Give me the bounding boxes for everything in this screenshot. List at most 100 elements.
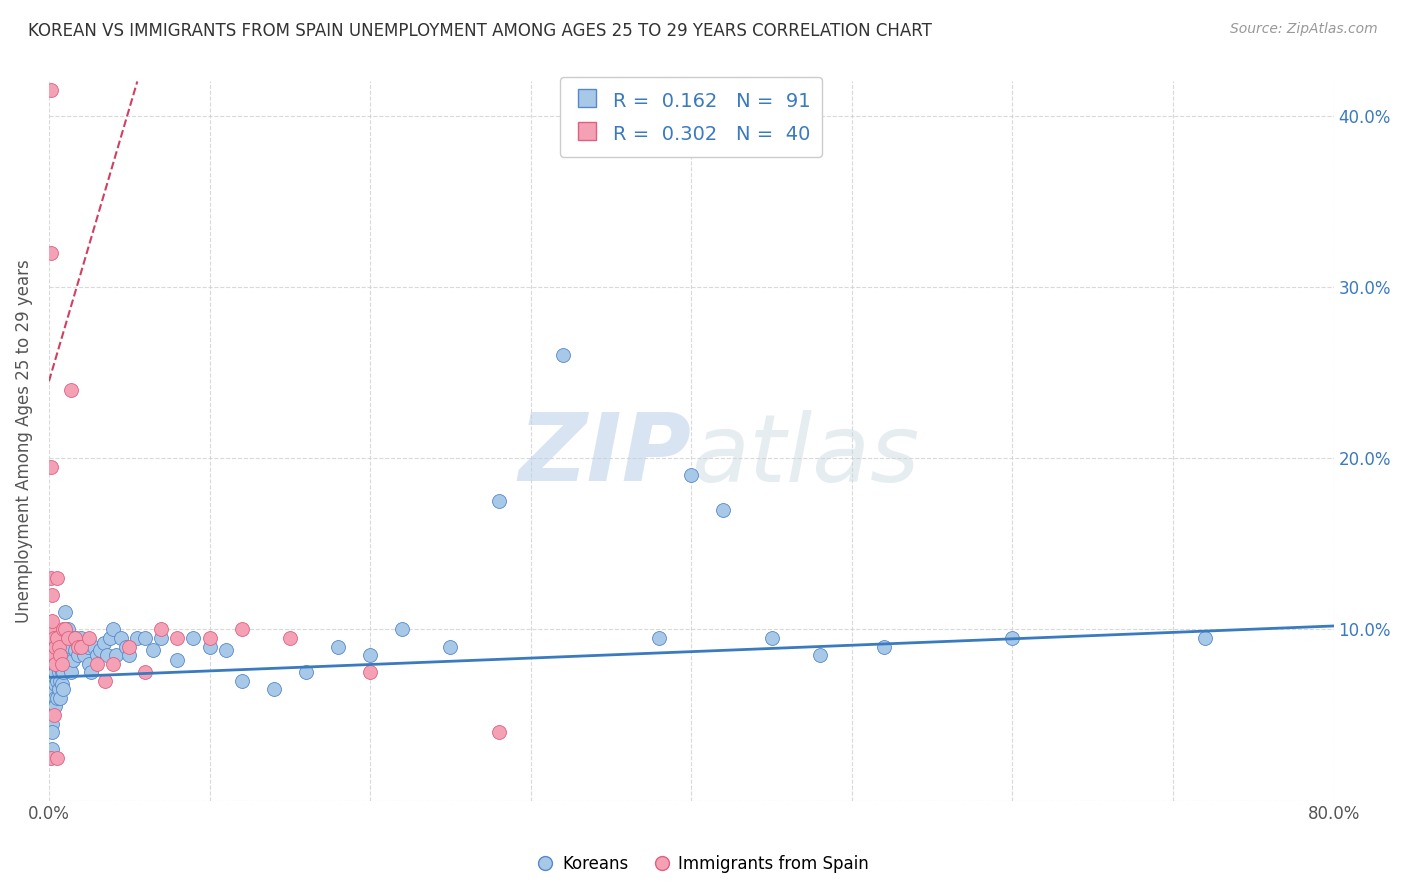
Immigrants from Spain xyxy=(42,648,65,662)
Immigrants from Spain xyxy=(53,623,76,637)
Koreans xyxy=(41,682,63,697)
Koreans xyxy=(42,673,65,688)
Koreans xyxy=(52,631,75,645)
Koreans xyxy=(648,631,671,645)
Immigrants from Spain xyxy=(46,751,69,765)
Immigrants from Spain xyxy=(39,459,62,474)
Koreans xyxy=(98,631,121,645)
Koreans xyxy=(42,657,65,671)
Koreans xyxy=(873,640,896,654)
Immigrants from Spain xyxy=(63,631,86,645)
Koreans xyxy=(49,640,72,654)
Immigrants from Spain xyxy=(488,725,510,739)
Text: atlas: atlas xyxy=(692,410,920,501)
Koreans xyxy=(488,494,510,508)
Koreans xyxy=(48,682,70,697)
Koreans xyxy=(44,690,66,705)
Koreans xyxy=(51,648,73,662)
Koreans xyxy=(58,623,80,637)
Koreans xyxy=(58,648,80,662)
Koreans xyxy=(49,690,72,705)
Koreans xyxy=(55,631,77,645)
Koreans xyxy=(127,631,149,645)
Immigrants from Spain xyxy=(77,631,100,645)
Koreans xyxy=(51,677,73,691)
Koreans xyxy=(62,631,84,645)
Koreans xyxy=(44,699,66,714)
Immigrants from Spain xyxy=(118,640,141,654)
Immigrants from Spain xyxy=(41,614,63,628)
Immigrants from Spain xyxy=(94,673,117,688)
Immigrants from Spain xyxy=(39,623,62,637)
Koreans xyxy=(118,648,141,662)
Koreans xyxy=(115,640,138,654)
Koreans xyxy=(96,648,118,662)
Koreans xyxy=(93,636,115,650)
Koreans xyxy=(70,631,93,645)
Koreans xyxy=(808,648,831,662)
Immigrants from Spain xyxy=(46,571,69,585)
Koreans xyxy=(44,665,66,680)
Koreans xyxy=(62,653,84,667)
Immigrants from Spain xyxy=(46,631,69,645)
Koreans xyxy=(231,673,253,688)
Immigrants from Spain xyxy=(86,657,108,671)
Koreans xyxy=(53,657,76,671)
Koreans xyxy=(69,640,91,654)
Koreans xyxy=(713,502,735,516)
Immigrants from Spain xyxy=(150,623,173,637)
Koreans xyxy=(48,631,70,645)
Koreans xyxy=(150,631,173,645)
Koreans xyxy=(41,716,63,731)
Immigrants from Spain xyxy=(39,751,62,765)
Koreans xyxy=(214,643,236,657)
Koreans xyxy=(439,640,461,654)
Koreans xyxy=(359,648,381,662)
Immigrants from Spain xyxy=(134,665,156,680)
Immigrants from Spain xyxy=(359,665,381,680)
Koreans xyxy=(53,640,76,654)
Immigrants from Spain xyxy=(198,631,221,645)
Koreans xyxy=(52,682,75,697)
Immigrants from Spain xyxy=(39,83,62,97)
Koreans xyxy=(63,643,86,657)
Koreans xyxy=(46,673,69,688)
Koreans xyxy=(105,648,128,662)
Koreans xyxy=(761,631,783,645)
Koreans xyxy=(41,665,63,680)
Immigrants from Spain xyxy=(39,640,62,654)
Koreans xyxy=(1194,631,1216,645)
Immigrants from Spain xyxy=(231,623,253,637)
Koreans xyxy=(65,631,87,645)
Legend: Koreans, Immigrants from Spain: Koreans, Immigrants from Spain xyxy=(530,848,876,880)
Koreans xyxy=(53,605,76,619)
Immigrants from Spain xyxy=(44,640,66,654)
Koreans xyxy=(60,665,83,680)
Koreans xyxy=(166,653,188,667)
Immigrants from Spain xyxy=(42,631,65,645)
Koreans xyxy=(183,631,205,645)
Immigrants from Spain xyxy=(39,245,62,260)
Immigrants from Spain xyxy=(278,631,301,645)
Koreans xyxy=(41,742,63,756)
Immigrants from Spain xyxy=(42,708,65,723)
Koreans xyxy=(41,708,63,723)
Koreans xyxy=(52,648,75,662)
Immigrants from Spain xyxy=(51,657,73,671)
Koreans xyxy=(80,665,103,680)
Immigrants from Spain xyxy=(103,657,125,671)
Immigrants from Spain xyxy=(48,640,70,654)
Koreans xyxy=(103,623,125,637)
Koreans xyxy=(89,643,111,657)
Text: Source: ZipAtlas.com: Source: ZipAtlas.com xyxy=(1230,22,1378,37)
Koreans xyxy=(391,623,413,637)
Koreans xyxy=(77,657,100,671)
Immigrants from Spain xyxy=(58,631,80,645)
Koreans xyxy=(48,665,70,680)
Koreans xyxy=(83,640,105,654)
Immigrants from Spain xyxy=(44,657,66,671)
Koreans xyxy=(59,631,82,645)
Koreans xyxy=(198,640,221,654)
Immigrants from Spain xyxy=(39,571,62,585)
Immigrants from Spain xyxy=(60,383,83,397)
